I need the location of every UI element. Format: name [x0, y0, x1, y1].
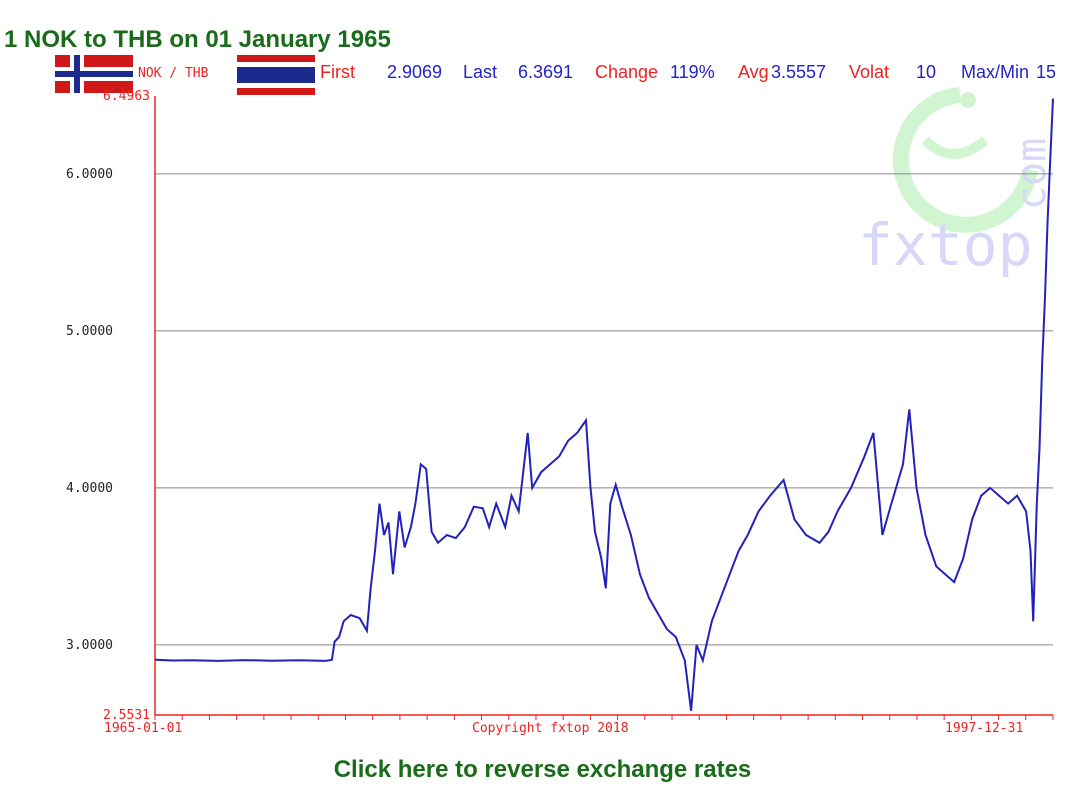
stat-value-first: 2.9069 [387, 62, 442, 82]
page-title: 1 NOK to THB on 01 January 1965 [4, 26, 391, 53]
stat-label-avg: Avg [738, 62, 769, 82]
y-tick-label: 6.4963 [103, 89, 150, 104]
y-tick-label: 6.0000 [66, 167, 113, 182]
stat-value-avg: 3.5557 [771, 62, 826, 82]
reverse-rates-link[interactable]: Click here to reverse exchange rates [333, 756, 752, 783]
stat-label-volat: Volat [849, 62, 889, 82]
exchange-rate-chart: fxtop com NOK / THB First 2.9069 Last 6.369… [55, 55, 1056, 736]
stat-value-max-min: 15 [1036, 62, 1056, 82]
x-end-label: 1997-12-31 [945, 721, 1023, 736]
stats-line: First 2.9069 Last 6.3691 Change 119% Avg 3.5557… [320, 62, 1056, 82]
stat-value-change: 119% [670, 62, 715, 82]
currency-pair-label: NOK / THB [138, 66, 209, 81]
y-tick-label: 5.0000 [66, 324, 113, 339]
watermark-text: fxtop [858, 211, 1033, 279]
y-tick-label: 3.0000 [66, 638, 113, 653]
norway-flag-icon [55, 55, 133, 93]
gridlines [155, 173, 1053, 646]
stat-label-max-min: Max/Min [961, 62, 1029, 82]
thailand-flag-icon [237, 55, 315, 95]
y-axis-tick-labels: 6.4963 6.0000 5.0000 4.0000 3.0000 2.5531 [66, 89, 150, 723]
stat-label-change: Change [595, 62, 658, 82]
x-start-label: 1965-01-01 [104, 721, 182, 736]
y-tick-label: 4.0000 [66, 481, 113, 496]
series-line-nok-thb [154, 98, 1054, 711]
stat-value-last: 6.3691 [518, 62, 573, 82]
stat-label-last: Last [463, 62, 497, 82]
x-axis-ticks [154, 715, 1054, 720]
stat-label-first: First [320, 62, 355, 82]
stat-value-volat: 10 [916, 62, 936, 82]
fxtop-logo-icon: fxtop com [858, 87, 1055, 279]
y-tick-label: 2.5531 [103, 708, 150, 723]
copyright-label: Copyright fxtop 2018 [472, 721, 629, 736]
